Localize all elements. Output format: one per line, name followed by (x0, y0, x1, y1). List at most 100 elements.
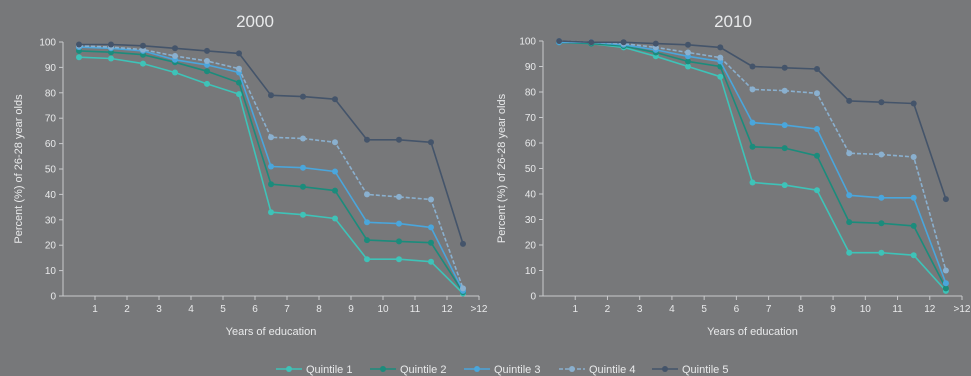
x-tick-label: 7 (766, 304, 772, 315)
x-tick-label: 9 (830, 304, 836, 315)
data-point (717, 73, 724, 80)
x-tick-label: 2 (605, 304, 611, 315)
chart-title: 2010 (714, 12, 752, 31)
data-point (140, 60, 146, 67)
data-point (428, 239, 434, 246)
data-point (364, 136, 370, 143)
data-point (749, 143, 756, 150)
x-tick-label: 10 (377, 304, 389, 315)
data-point (204, 80, 210, 87)
x-tick-label: >12 (954, 304, 971, 315)
data-point (428, 258, 434, 265)
data-point (428, 139, 434, 146)
y-tick-label: 10 (45, 266, 57, 277)
data-point (717, 44, 724, 51)
x-tick-label: 1 (572, 304, 578, 315)
data-point (878, 99, 885, 106)
y-tick-label: 50 (525, 164, 537, 175)
data-point (846, 219, 853, 226)
x-tick-label: 8 (316, 304, 322, 315)
x-tick-label: 11 (892, 304, 903, 315)
data-point (332, 215, 338, 222)
data-point (910, 100, 917, 107)
x-tick-label: 4 (669, 304, 675, 315)
data-point (942, 196, 949, 203)
data-point (910, 194, 917, 201)
data-point (204, 47, 210, 54)
data-point (140, 42, 146, 49)
data-point (332, 168, 338, 175)
legend-swatch-marker (662, 366, 668, 372)
data-point (332, 139, 338, 146)
data-point (428, 196, 434, 203)
data-point (108, 41, 114, 48)
series-line (559, 41, 947, 284)
data-point (814, 152, 820, 159)
y-tick-label: 60 (45, 139, 57, 150)
x-tick-label: 5 (701, 304, 707, 315)
y-tick-label: 100 (39, 38, 56, 49)
series-line (559, 40, 947, 271)
series-quintile-1 (556, 39, 949, 294)
data-point (685, 63, 691, 70)
x-tick-label: 8 (798, 304, 804, 315)
data-point (685, 41, 691, 48)
legend-item: Quintile 2 (370, 364, 446, 376)
x-tick-label: 7 (284, 304, 290, 315)
data-point (396, 256, 402, 263)
data-point (268, 92, 274, 99)
x-tick-label: 3 (637, 304, 643, 315)
series-quintile-4 (76, 42, 466, 292)
data-point (172, 53, 178, 59)
legend-swatch-marker (380, 366, 386, 372)
legend-item: Quintile 4 (559, 364, 635, 376)
data-point (749, 63, 756, 70)
data-point (846, 192, 853, 199)
y-tick-label: 30 (525, 215, 537, 226)
y-tick-label: 0 (530, 292, 536, 303)
legend-swatch-marker (474, 366, 480, 372)
data-point (717, 54, 724, 61)
series-line (78, 50, 464, 293)
data-point (204, 68, 210, 75)
x-tick-label: 11 (410, 304, 421, 315)
legend-item: Quintile 3 (464, 364, 540, 376)
x-axis-label: Years of education (226, 326, 317, 338)
data-point (942, 280, 949, 287)
data-point (749, 179, 756, 186)
data-point (781, 145, 788, 152)
data-point (396, 136, 402, 143)
data-point (204, 58, 210, 64)
y-tick-label: 90 (525, 62, 537, 73)
data-point (364, 256, 370, 263)
data-point (332, 96, 338, 103)
data-point (814, 90, 820, 97)
x-tick-label: 9 (348, 304, 354, 315)
data-point (300, 211, 306, 218)
x-tick-label: 6 (252, 304, 258, 315)
legend-label: Quintile 2 (400, 364, 446, 376)
data-point (878, 151, 885, 158)
y-tick-label: 80 (45, 88, 57, 99)
x-tick-label: 5 (220, 304, 226, 315)
data-point (749, 86, 756, 93)
series-quintile-1 (76, 54, 466, 297)
x-tick-label: 2 (124, 304, 130, 315)
series-line (559, 41, 947, 289)
data-point (76, 41, 82, 48)
series-quintile-3 (556, 39, 949, 287)
x-tick-label: 1 (92, 304, 98, 315)
legend-swatch-marker (286, 366, 292, 372)
x-axis-label: Years of education (707, 326, 798, 338)
data-point (588, 39, 595, 46)
y-tick-label: 10 (525, 266, 537, 277)
data-point (846, 150, 853, 157)
legend-label: Quintile 1 (306, 364, 352, 376)
data-point (846, 97, 853, 104)
y-axis-label: Percent (%) of 26-28 year olds (496, 93, 508, 243)
series-quintile-2 (76, 47, 466, 296)
data-point (814, 187, 820, 194)
data-point (781, 64, 788, 71)
